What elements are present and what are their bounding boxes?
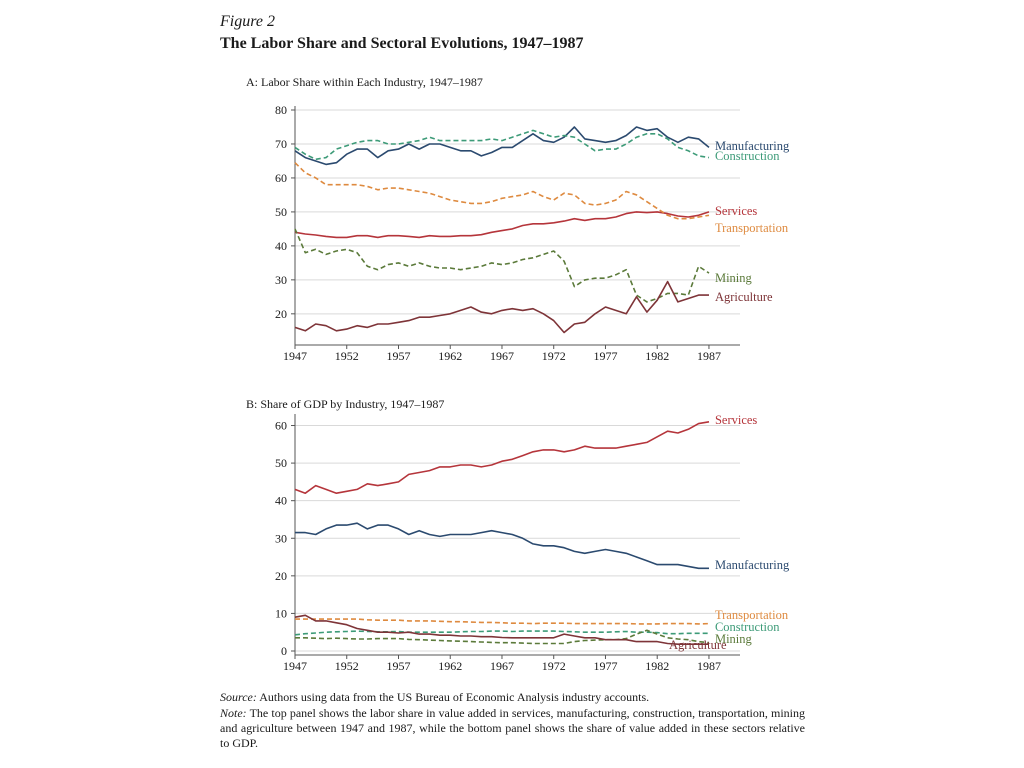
source-label: Source:	[220, 690, 257, 704]
y-tick-label: 70	[275, 137, 287, 151]
x-tick-label: 1957	[386, 349, 410, 363]
source-text: Authors using data from the US Bureau of…	[256, 690, 650, 704]
x-tick-label: 1947	[283, 349, 307, 363]
series-line-services	[294, 211, 710, 239]
y-tick-label: 60	[275, 419, 287, 433]
figure-label: Figure 2	[220, 13, 275, 30]
x-tick-label: 1977	[593, 349, 617, 363]
x-tick-label: 1947	[283, 659, 307, 673]
series-line-agriculture	[294, 614, 709, 646]
x-tick-label: 1952	[335, 349, 359, 363]
x-tick-label: 1957	[386, 659, 410, 673]
y-tick-label: 30	[275, 531, 287, 545]
x-tick-label: 1952	[335, 659, 359, 673]
y-tick-label: 80	[275, 103, 287, 117]
series-label-services: Services	[715, 204, 757, 218]
series-line-services	[294, 421, 710, 495]
series-label-construction: Construction	[715, 149, 780, 163]
series-label-agriculture: Agriculture	[669, 638, 727, 652]
x-tick-label: 1982	[645, 349, 669, 363]
x-tick-label: 1962	[438, 349, 462, 363]
series-line-transportation	[295, 618, 710, 625]
series-label-services: Services	[715, 413, 757, 427]
x-tick-label: 1967	[490, 659, 514, 673]
figure-title: The Labor Share and Sectoral Evolutions,…	[220, 35, 584, 52]
series-line-transportation	[294, 162, 710, 220]
series-label-manufacturing: Manufacturing	[715, 558, 790, 572]
x-tick-label: 1982	[645, 659, 669, 673]
x-tick-label: 1972	[542, 349, 566, 363]
series-label-agriculture: Agriculture	[715, 290, 773, 304]
x-tick-label: 1987	[697, 659, 721, 673]
series-label-mining: Mining	[715, 632, 753, 646]
series-line-construction	[294, 630, 709, 636]
y-tick-label: 40	[275, 494, 287, 508]
panel-b-title: B: Share of GDP by Industry, 1947–1987	[246, 397, 445, 411]
series-line-manufacturing	[295, 522, 709, 570]
y-tick-label: 20	[275, 307, 287, 321]
series-line-manufacturing	[294, 126, 710, 166]
note-text: The top panel shows the labor share in v…	[220, 706, 805, 750]
x-tick-label: 1977	[593, 659, 617, 673]
source-note: Source: Authors using data from the US B…	[220, 690, 805, 705]
x-tick-label: 1967	[490, 349, 514, 363]
y-tick-label: 10	[275, 606, 287, 620]
y-tick-label: 50	[275, 205, 287, 219]
series-line-mining	[295, 629, 710, 645]
y-tick-label: 40	[275, 239, 287, 253]
y-tick-label: 30	[275, 273, 287, 287]
series-label-transportation: Transportation	[715, 221, 789, 235]
series-label-transportation: Transportation	[715, 608, 789, 622]
series-label-mining: Mining	[715, 271, 753, 285]
x-tick-label: 1962	[438, 659, 462, 673]
series-label-manufacturing: Manufacturing	[715, 139, 790, 153]
note-label: Note:	[220, 706, 247, 720]
series-line-agriculture	[294, 280, 709, 334]
x-tick-label: 1987	[697, 349, 721, 363]
figure-note: Note: The top panel shows the labor shar…	[220, 706, 805, 751]
y-tick-label: 50	[275, 456, 287, 470]
series-line-construction	[294, 129, 710, 161]
series-label-construction: Construction	[715, 620, 780, 634]
y-tick-label: 20	[275, 569, 287, 583]
series-line-mining	[294, 228, 710, 303]
x-tick-label: 1972	[542, 659, 566, 673]
panel-a-title: A: Labor Share within Each Industry, 194…	[246, 75, 483, 89]
y-tick-label: 0	[281, 644, 287, 658]
y-tick-label: 60	[275, 171, 287, 185]
